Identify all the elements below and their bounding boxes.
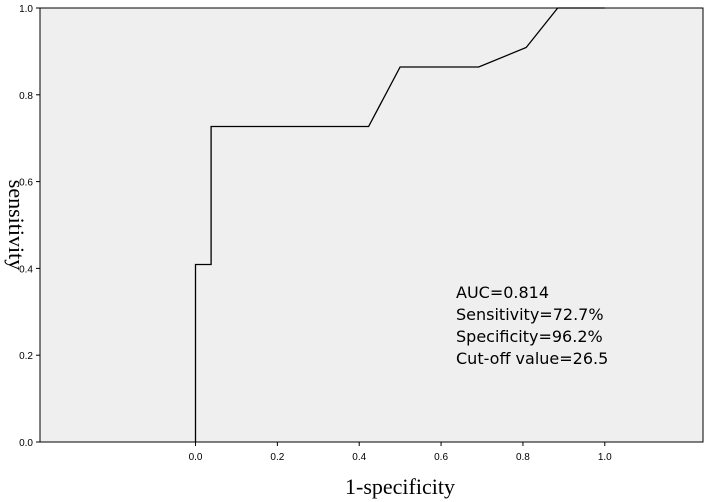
x-tick-label: 0.6 xyxy=(434,452,448,463)
x-axis-ticks: 0.0 0.2 0.4 0.6 0.8 1.0 xyxy=(189,442,612,463)
x-tick-label: 0.4 xyxy=(352,452,366,463)
annotation-line: Specificity=96.2% xyxy=(456,327,603,346)
y-tick-label: 0.8 xyxy=(19,91,33,102)
x-tick-label: 0.8 xyxy=(516,452,530,463)
x-tick-label: 1.0 xyxy=(598,452,612,463)
y-axis-ticks: 0.0 0.2 0.4 0.6 0.8 1.0 xyxy=(19,4,40,449)
plot-area xyxy=(39,7,704,443)
y-tick-label: 0.4 xyxy=(19,264,33,275)
y-tick-label: 0.6 xyxy=(19,178,33,189)
annotation-line: Cut-off value=26.5 xyxy=(456,349,608,368)
x-axis-label: 1-specificity xyxy=(345,474,455,499)
annotation-line: Sensitivity=72.7% xyxy=(456,305,604,324)
y-tick-label: 0.2 xyxy=(19,351,33,362)
y-tick-label: 0.0 xyxy=(19,438,33,449)
roc-curve xyxy=(194,7,605,442)
y-tick-label: 1.0 xyxy=(19,4,33,15)
annotation-line: AUC=0.814 xyxy=(456,283,549,302)
annotation-block: AUC=0.814 Sensitivity=72.7% Specificity=96… xyxy=(456,283,608,368)
x-tick-label: 0.0 xyxy=(189,452,203,463)
x-tick-label: 0.2 xyxy=(270,452,284,463)
y-axis-label: sensitivity xyxy=(4,180,29,270)
